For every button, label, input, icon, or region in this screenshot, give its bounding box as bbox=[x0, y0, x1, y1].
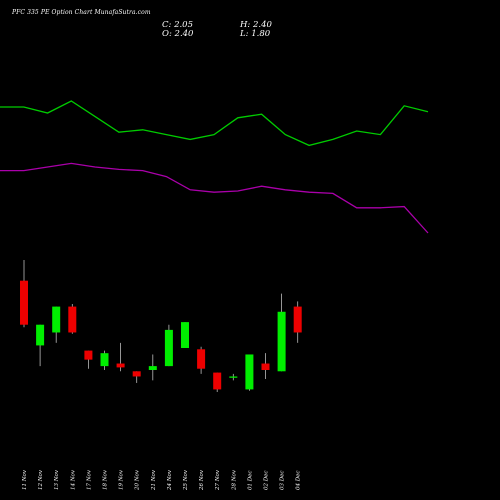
candle-14-nov bbox=[68, 304, 77, 334]
candle-body bbox=[132, 371, 141, 377]
series-line-upper bbox=[0, 100, 429, 147]
candle-11-nov bbox=[20, 260, 28, 328]
candle-24-nov bbox=[164, 324, 173, 367]
close-value: C: 2.05 bbox=[162, 20, 193, 30]
candle-body bbox=[68, 306, 77, 333]
high-value: H: 2.40 bbox=[240, 20, 272, 30]
candle-body bbox=[293, 306, 302, 333]
x-axis-labels: 11 Nov 12 Nov 13 Nov 14 Nov 17 Nov 18 Nov 19 N… bbox=[22, 469, 302, 491]
x-tick-label: 04 Dec bbox=[296, 471, 302, 491]
candle-12-nov bbox=[36, 324, 45, 367]
series-line-lower bbox=[0, 162, 429, 234]
candle-26-nov bbox=[197, 346, 206, 374]
candle-04-dec bbox=[293, 301, 302, 343]
candle-body bbox=[20, 280, 28, 325]
x-tick-label: 17 Nov bbox=[86, 469, 92, 490]
candle-body bbox=[245, 354, 254, 390]
candle-21-nov bbox=[148, 354, 157, 381]
x-tick-label: 24 Nov bbox=[167, 469, 173, 491]
x-tick-label: 13 Nov bbox=[54, 469, 60, 490]
x-tick-label: 11 Nov bbox=[22, 469, 28, 490]
candle-19-nov bbox=[116, 342, 125, 372]
candle-body bbox=[229, 376, 238, 378]
x-tick-label: 26 Nov bbox=[199, 469, 205, 491]
candle-body bbox=[116, 363, 125, 368]
candle-body bbox=[52, 306, 61, 333]
candle-body bbox=[148, 366, 157, 370]
candle-03-dec bbox=[277, 293, 286, 372]
candle-body bbox=[277, 311, 286, 372]
x-tick-label: 20 Nov bbox=[135, 469, 141, 491]
candle-body bbox=[261, 363, 270, 370]
x-tick-label: 25 Nov bbox=[183, 469, 189, 491]
candle-body bbox=[100, 353, 109, 367]
candle-body bbox=[36, 324, 45, 346]
candle-body bbox=[197, 349, 206, 369]
candle-02-dec bbox=[261, 353, 270, 380]
candle-body bbox=[213, 372, 222, 390]
x-tick-label: 03 Dec bbox=[280, 471, 286, 491]
candles bbox=[20, 260, 302, 392]
x-tick-label: 21 Nov bbox=[151, 469, 157, 491]
x-tick-label: 02 Dec bbox=[264, 471, 270, 491]
candle-body bbox=[84, 350, 93, 360]
candle-body bbox=[181, 322, 189, 348]
candle-01-dec bbox=[245, 354, 254, 391]
candle-body bbox=[164, 329, 173, 367]
candle-20-nov bbox=[132, 371, 141, 383]
indicator-lines bbox=[0, 100, 429, 234]
x-tick-label: 27 Nov bbox=[215, 469, 221, 491]
x-tick-label: 28 Nov bbox=[231, 469, 237, 491]
candle-18-nov bbox=[100, 350, 109, 370]
x-tick-label: 01 Dec bbox=[247, 471, 253, 491]
candle-17-nov bbox=[84, 350, 93, 369]
x-tick-label: 19 Nov bbox=[119, 469, 125, 490]
x-tick-label: 18 Nov bbox=[103, 469, 109, 490]
x-tick-label: 12 Nov bbox=[38, 469, 44, 490]
open-value: O: 2.40 bbox=[162, 29, 194, 39]
candle-13-nov bbox=[52, 306, 61, 343]
candle-27-nov bbox=[213, 372, 222, 392]
chart-title: PFC 335 PE Option Chart MunafaSutra.com bbox=[12, 9, 151, 16]
low-value: L: 1.80 bbox=[240, 29, 271, 39]
x-tick-label: 14 Nov bbox=[70, 469, 76, 490]
candle-25-nov bbox=[181, 322, 189, 348]
candle-28-nov bbox=[229, 373, 238, 381]
